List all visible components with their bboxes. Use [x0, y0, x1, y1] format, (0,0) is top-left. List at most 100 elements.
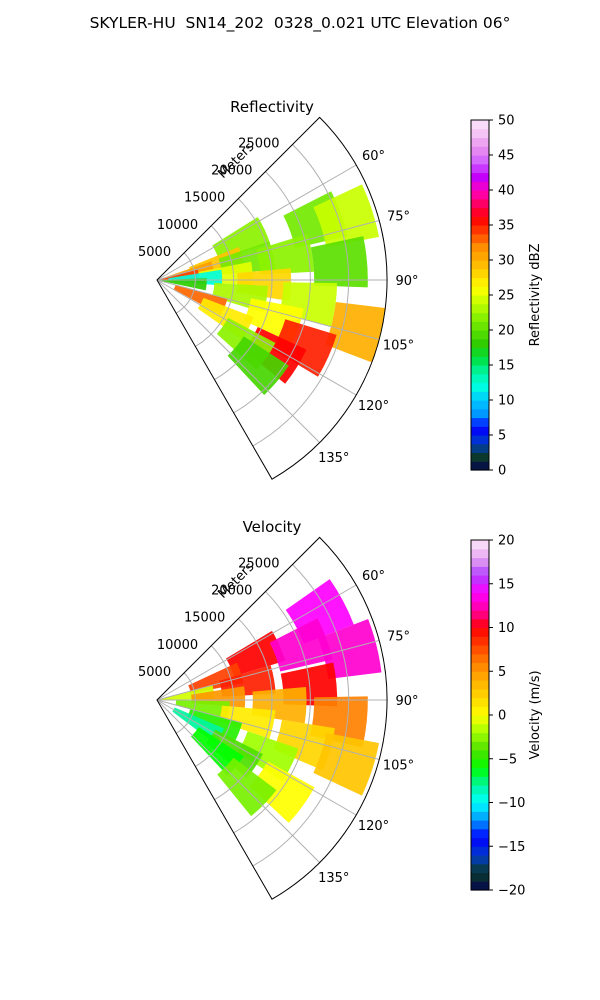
azimuth-tick-label: 120°	[358, 819, 389, 834]
azimuth-spoke	[156, 279, 357, 396]
radar-cell	[313, 184, 380, 248]
colorbar-swatch	[471, 295, 489, 305]
colorbar-swatch	[471, 732, 489, 742]
colorbar-swatch	[471, 706, 489, 716]
figure-title: SKYLER-HU SN14_202 0328_0.021 UTC Elevat…	[89, 14, 511, 32]
colorbar-tick-label: 10	[498, 621, 515, 636]
radar-cell	[310, 236, 368, 288]
colorbar-swatch	[471, 837, 489, 847]
colorbar-swatch	[471, 417, 489, 427]
echo-cells	[160, 579, 382, 823]
colorbar-swatch	[471, 347, 489, 357]
azimuth-tick-label: 60°	[362, 149, 385, 164]
azimuth-spoke	[156, 639, 380, 701]
colorbar-swatch	[471, 356, 489, 366]
radar-cell	[269, 618, 333, 672]
colorbar: −20 −15 −10 −5 0 5 10 15 20 Velocity (m/s)	[470, 534, 543, 899]
colorbar-swatch	[471, 793, 489, 804]
colorbar-swatch	[471, 548, 489, 559]
azimuth-tick-label: 105°	[383, 759, 414, 774]
azimuth-tick-label: 60°	[362, 569, 385, 584]
colorbar-tick-label: 15	[498, 359, 515, 374]
colorbar-swatch	[471, 540, 489, 550]
colorbar-swatch	[471, 601, 489, 611]
azimuth-tick-label: 135°	[318, 451, 349, 466]
colorbar-swatch	[471, 750, 489, 760]
azimuth-spoke	[156, 219, 380, 281]
colorbar-swatch	[471, 128, 489, 139]
colorbar-swatch	[471, 365, 489, 375]
radar-cell	[318, 618, 382, 679]
colorbar-swatch	[471, 163, 489, 174]
colorbar-swatch	[471, 452, 489, 462]
colorbar-tick-label: 10	[498, 394, 515, 409]
colorbar-swatch	[471, 653, 489, 664]
colorbar: 0 5 10 15 20 25 30 35 40 45 50 Reflectivity dBZ	[470, 114, 543, 479]
colorbar-tick-label: 25	[498, 289, 515, 304]
colorbar-swatch	[471, 557, 489, 567]
chart-reflectivity: Reflectivity500010000150002000025000Mete…	[138, 98, 543, 480]
colorbar-swatch	[471, 846, 489, 856]
colorbar-swatch	[471, 461, 489, 471]
colorbar-swatch	[471, 391, 489, 401]
range-tick-label: 25000	[238, 556, 279, 571]
colorbar-swatch	[471, 697, 489, 707]
colorbar-swatch	[471, 198, 489, 209]
colorbar-swatch	[471, 190, 489, 200]
colorbar-swatch	[471, 741, 489, 751]
colorbar-tick-label: 40	[498, 184, 515, 199]
range-tick-label: 10000	[157, 218, 198, 233]
colorbar-swatch	[471, 207, 489, 217]
colorbar-swatch	[471, 172, 489, 182]
colorbar-swatch	[471, 671, 489, 681]
colorbar-swatch	[471, 610, 489, 620]
colorbar-tick-label: 45	[498, 149, 515, 164]
colorbar-tick-label: 15	[498, 577, 515, 592]
colorbar-swatch	[471, 828, 489, 839]
colorbar-swatch	[471, 881, 489, 891]
colorbar-tick-label: −10	[498, 796, 525, 811]
colorbar-swatch	[471, 863, 489, 874]
range-tick-label: 15000	[184, 611, 225, 626]
range-tick-label: 15000	[184, 191, 225, 206]
azimuth-tick-label: 90°	[395, 274, 418, 289]
colorbar-swatch	[471, 408, 489, 419]
colorbar-swatch	[471, 146, 489, 156]
colorbar-tick-label: 5	[498, 665, 506, 680]
colorbar-swatch	[471, 120, 489, 130]
colorbar-swatch	[471, 277, 489, 287]
colorbar-tick-label: −15	[498, 840, 525, 855]
colorbar-swatch	[471, 872, 489, 882]
colorbar-swatch	[471, 382, 489, 392]
colorbar-swatch	[471, 715, 489, 725]
azimuth-spoke	[156, 699, 320, 863]
colorbar-swatch	[471, 820, 489, 830]
range-tick-label: 25000	[238, 136, 279, 151]
range-ring	[252, 564, 350, 867]
colorbar-swatch	[471, 225, 489, 235]
colorbar-swatch	[471, 233, 489, 244]
colorbar-swatch	[471, 627, 489, 637]
colorbar-swatch	[471, 758, 489, 769]
colorbar-label: Reflectivity dBZ	[528, 244, 543, 347]
colorbar-swatch	[471, 583, 489, 594]
colorbar-swatch	[471, 443, 489, 454]
radar-cell	[313, 732, 380, 796]
radar-cell	[325, 301, 387, 364]
colorbar-tick-label: 35	[498, 219, 515, 234]
range-tick-label: 10000	[157, 638, 198, 653]
colorbar-swatch	[471, 216, 489, 226]
colorbar-swatch	[471, 268, 489, 279]
range-ring	[214, 198, 273, 381]
colorbar-swatch	[471, 242, 489, 252]
sector-outline	[156, 116, 388, 480]
colorbar-swatch	[471, 566, 489, 576]
colorbar-swatch	[471, 680, 489, 690]
radar-cell	[249, 761, 315, 823]
colorbar-swatch	[471, 723, 489, 734]
azimuth-spoke	[156, 279, 320, 443]
colorbar-tick-label: −5	[498, 752, 517, 767]
azimuth-spoke	[156, 699, 380, 761]
